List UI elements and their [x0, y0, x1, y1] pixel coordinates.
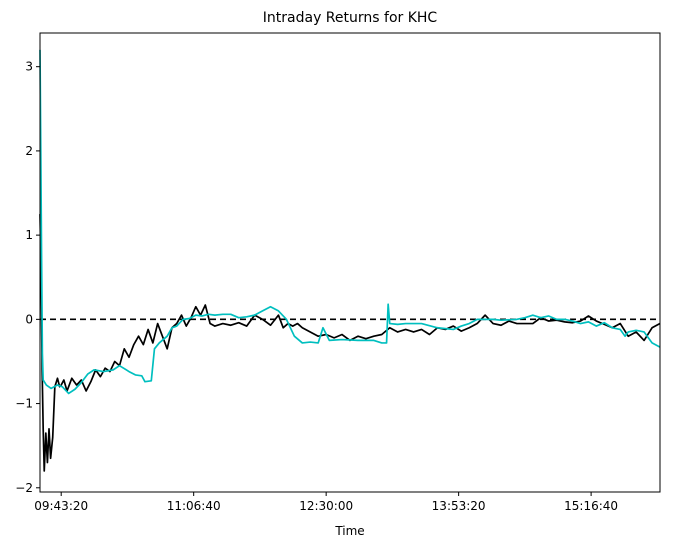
y-tick-label: −2 — [15, 481, 33, 495]
y-tick-label: 3 — [25, 60, 33, 74]
x-axis-label: Time — [334, 524, 364, 538]
y-tick-label: 2 — [25, 144, 33, 158]
x-tick-label: 09:43:20 — [34, 499, 88, 513]
y-tick-label: 1 — [25, 228, 33, 242]
x-tick-label: 15:16:40 — [564, 499, 618, 513]
plot-area: −2 −1 0 1 2 3 09:43:20 11:06:40 12:30:00 13:53:20… — [15, 32, 661, 513]
y-tick-label: −1 — [15, 397, 33, 411]
x-tick-label: 11:06:40 — [167, 499, 221, 513]
y-tick-label: 0 — [25, 312, 33, 326]
x-tick-label: 13:53:20 — [432, 499, 486, 513]
x-tick-label: 12:30:00 — [299, 499, 353, 513]
chart-title: Intraday Returns for KHC — [263, 10, 438, 26]
series-line-2 — [39, 49, 661, 395]
axes-frame — [39, 32, 661, 493]
series-line-1 — [39, 214, 661, 472]
